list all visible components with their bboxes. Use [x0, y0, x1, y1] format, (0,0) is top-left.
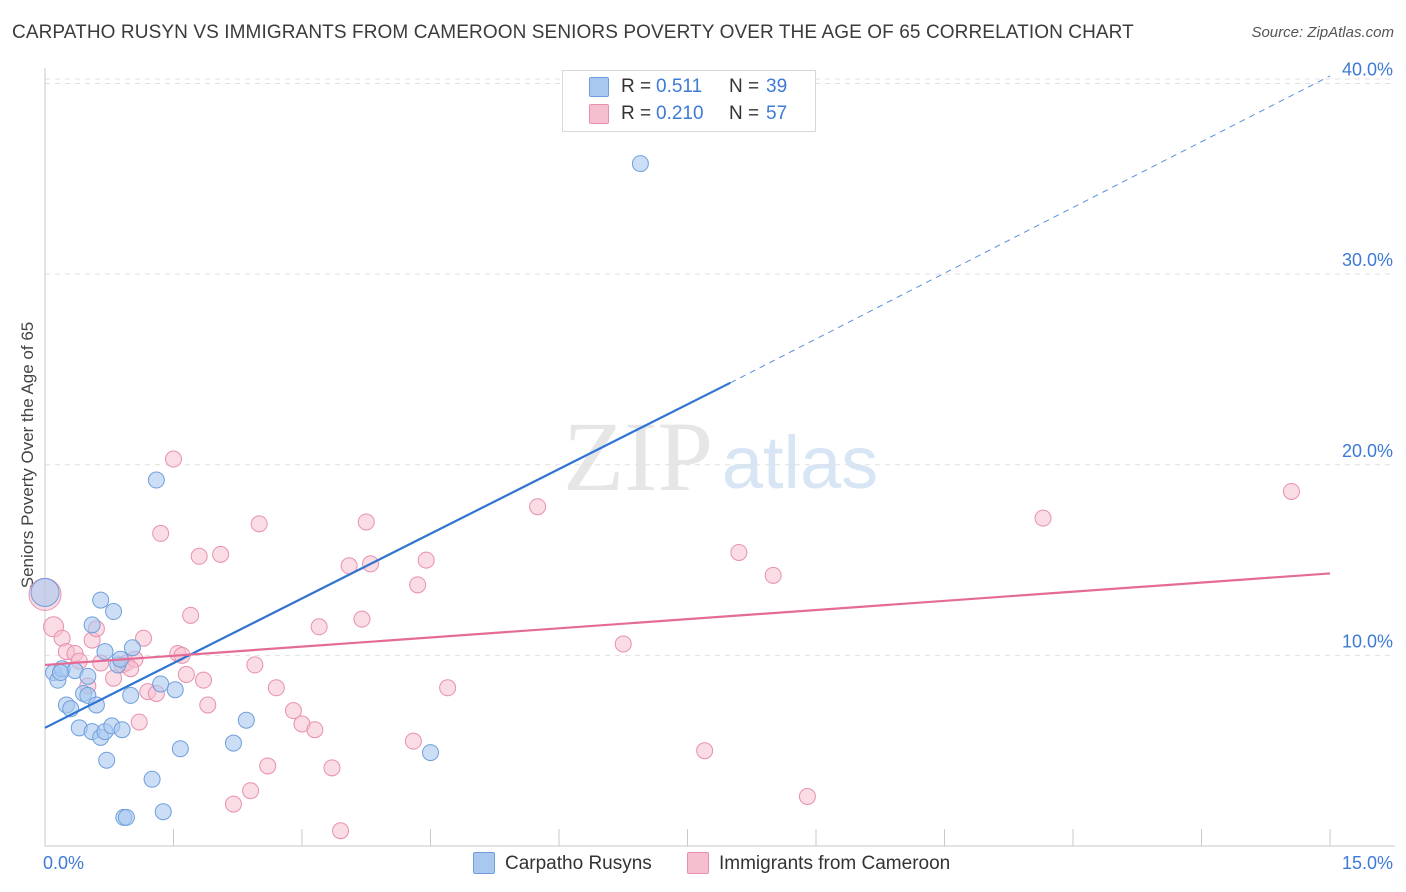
trend-line-rusyn-extension [730, 75, 1331, 384]
data-point-cameroon [182, 606, 200, 624]
tick-labels: 10.0% 20.0% 30.0% 40.0% 0.0% 15.0% [43, 60, 1393, 873]
source-label: Source: ZipAtlas.com [1251, 24, 1394, 41]
data-point-cameroon [730, 543, 748, 561]
data-point-cameroon [284, 702, 302, 720]
correlation-legend: R = 0.511 N = 39 R = 0.210 N = 57 [562, 70, 816, 132]
trend-line-cameroon [44, 572, 1331, 667]
data-point-cameroon [614, 635, 632, 653]
data-point-rusyn [143, 770, 161, 788]
data-point-rusyn [30, 577, 60, 607]
x-tick-label: 0.0% [43, 853, 84, 873]
bottom-legend-label: Immigrants from Cameroon [719, 853, 951, 874]
data-point-cameroon [212, 545, 230, 563]
data-point-cameroon [306, 721, 324, 739]
data-point-cameroon [310, 618, 328, 636]
data-point-rusyn [98, 751, 116, 769]
data-point-cameroon [529, 498, 547, 516]
data-point-rusyn [113, 721, 131, 739]
trend-line-rusyn [44, 381, 731, 729]
data-point-cameroon [439, 679, 457, 697]
legend-n-label: N = [729, 76, 760, 97]
y-tick-label: 10.0% [1342, 631, 1393, 651]
data-point-rusyn [105, 603, 123, 621]
watermark-atlas: atlas [722, 421, 878, 504]
legend-r-value: 0.210 [656, 103, 704, 124]
bottom-legend-label: Carpatho Rusyns [505, 853, 652, 874]
legend-swatch-blue [589, 77, 609, 97]
data-point-cameroon [357, 513, 375, 531]
data-point-rusyn [171, 740, 189, 758]
rusyn-points [30, 155, 649, 826]
data-point-rusyn [224, 734, 242, 752]
data-point-cameroon [404, 732, 422, 750]
legend-swatch-pink [589, 104, 609, 124]
data-point-cameroon [246, 656, 264, 674]
data-point-cameroon [1034, 509, 1052, 527]
data-point-cameroon [177, 665, 195, 683]
data-point-cameroon [242, 782, 260, 800]
bottom-legend-swatch-pink [687, 852, 709, 874]
data-point-cameroon [190, 547, 208, 565]
data-point-cameroon [798, 787, 816, 805]
data-point-cameroon [764, 566, 782, 584]
data-point-cameroon [409, 576, 427, 594]
data-point-rusyn [166, 681, 184, 699]
data-point-rusyn [83, 616, 101, 634]
bottom-legend-swatch-blue [473, 852, 495, 874]
data-point-cameroon [417, 551, 435, 569]
trend-lines [44, 75, 1331, 729]
data-point-cameroon [353, 610, 371, 628]
data-point-rusyn [631, 155, 649, 173]
data-point-cameroon [130, 713, 148, 731]
legend-r-label: R = [621, 76, 652, 97]
x-tick-label: 15.0% [1342, 853, 1393, 873]
data-point-cameroon [259, 757, 277, 775]
data-point-cameroon [152, 524, 170, 542]
legend-r-value: 0.511 [656, 76, 703, 97]
data-point-rusyn [122, 686, 140, 704]
legend-n-label: N = [729, 103, 760, 124]
data-point-rusyn [237, 711, 255, 729]
data-point-rusyn [96, 643, 114, 661]
y-tick-label: 20.0% [1342, 441, 1393, 461]
data-point-cameroon [323, 759, 341, 777]
data-point-cameroon [165, 450, 182, 468]
watermark-zip: ZIP [563, 401, 713, 512]
data-point-rusyn [154, 803, 172, 821]
data-point-rusyn [51, 664, 69, 682]
legend-r-label: R = [621, 103, 652, 124]
data-point-cameroon [194, 671, 212, 689]
data-point-rusyn [123, 639, 141, 657]
data-point-cameroon [267, 679, 285, 697]
data-point-rusyn [117, 808, 135, 826]
data-point-cameroon [224, 795, 242, 813]
data-point-cameroon [250, 515, 268, 533]
data-point-rusyn [79, 667, 97, 685]
data-point-cameroon [696, 742, 714, 760]
data-point-cameroon [332, 822, 350, 840]
y-tick-label: 40.0% [1342, 60, 1393, 80]
data-point-rusyn [92, 591, 110, 609]
grid-lines [45, 78, 1395, 656]
data-point-rusyn [422, 744, 439, 762]
y-tick-label: 30.0% [1342, 250, 1393, 270]
data-point-cameroon [1282, 482, 1300, 500]
data-point-cameroon [199, 696, 217, 714]
chart-title: CARPATHO RUSYN VS IMMIGRANTS FROM CAMERO… [12, 22, 1134, 43]
axes [44, 68, 1395, 847]
data-point-rusyn [147, 471, 165, 489]
data-point-rusyn [152, 675, 170, 693]
legend-n-value: 39 [766, 76, 788, 97]
data-point-cameroon [135, 629, 153, 647]
legend-n-value: 57 [766, 103, 788, 124]
